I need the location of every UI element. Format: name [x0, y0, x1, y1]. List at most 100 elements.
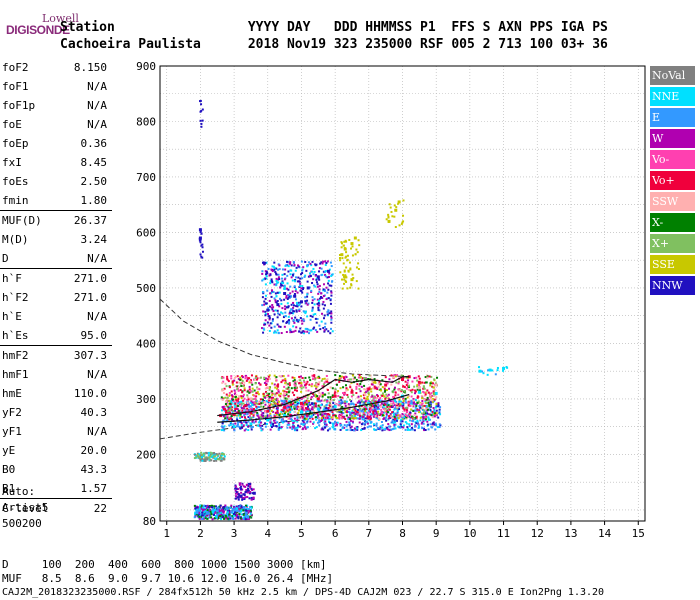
echo-pixel — [289, 262, 292, 265]
echo-pixel — [254, 420, 257, 423]
echo-pixel — [317, 383, 320, 386]
data-point-vo — [401, 378, 404, 382]
echo-pixel — [395, 419, 398, 422]
echo-pixel — [264, 313, 267, 316]
echo-pixel — [288, 320, 291, 323]
echo-pixel — [227, 380, 230, 383]
echo-pixel — [339, 422, 342, 425]
echo-pixel — [231, 510, 234, 513]
echo-pixel — [273, 267, 276, 270]
echo-pixel — [374, 413, 377, 416]
echo-pixel — [290, 402, 293, 405]
echo-pixel — [343, 424, 346, 427]
echo-pixel — [282, 375, 285, 378]
data-point-sse — [343, 275, 347, 279]
echo-pixel — [369, 374, 372, 377]
echo-pixel — [313, 298, 316, 301]
echo-pixel — [348, 424, 351, 427]
echo-pixel — [328, 272, 331, 275]
echo-pixel — [345, 389, 348, 392]
param-row: yE 20.0 — [0, 441, 115, 460]
echo-pixel — [232, 410, 235, 413]
echo-pixel — [222, 408, 225, 411]
echo-pixel — [224, 396, 227, 399]
echo-pixel — [394, 417, 397, 420]
echo-pixel — [240, 423, 243, 426]
echo-pixel — [262, 392, 265, 395]
echo-pixel — [398, 405, 401, 408]
param-value: 22 — [93, 502, 107, 515]
data-point-nnw — [316, 275, 320, 279]
echo-pixel — [400, 425, 403, 428]
echo-pixel — [375, 424, 378, 427]
echo-pixel — [314, 395, 317, 398]
echo-pixel — [296, 401, 299, 404]
echo-pixel — [293, 404, 296, 407]
echo-pixel — [422, 422, 425, 425]
echo-pixel — [215, 516, 218, 519]
echo-pixel — [420, 422, 423, 425]
echo-pixel — [350, 283, 353, 286]
echo-pixel — [332, 405, 335, 408]
echo-pixel — [369, 417, 372, 420]
echo-pixel — [328, 404, 331, 407]
y-tick-label: 700 — [136, 171, 156, 184]
echo-pixel — [437, 403, 440, 406]
echo-pixel — [234, 487, 237, 490]
echo-pixel — [194, 511, 197, 514]
echo-pixel — [249, 482, 252, 485]
param-row: fxI 8.45 — [0, 153, 115, 172]
echo-pixel — [303, 419, 306, 422]
echo-pixel — [410, 391, 413, 394]
echo-pixel — [276, 408, 279, 411]
echo-pixel — [298, 406, 301, 409]
echo-pixel — [273, 374, 276, 377]
echo-pixel — [395, 400, 398, 403]
echo-pixel — [204, 507, 207, 510]
echo-pixel — [387, 393, 390, 396]
echo-pixel — [332, 422, 335, 425]
echo-pixel — [265, 390, 268, 393]
echo-pixel — [241, 426, 244, 429]
echo-pixel — [323, 393, 326, 396]
echo-pixel — [204, 515, 207, 518]
echo-pixel — [258, 403, 261, 406]
echo-pixel — [337, 395, 340, 398]
echo-pixel — [345, 420, 348, 423]
echo-pixel — [213, 459, 216, 462]
echo-pixel — [380, 408, 383, 411]
echo-pixel — [221, 381, 224, 384]
echo-pixel — [370, 377, 373, 380]
echo-pixel — [343, 278, 346, 281]
echo-pixel — [263, 328, 266, 331]
echo-pixel — [223, 510, 226, 513]
echo-pixel — [377, 385, 380, 388]
echo-pixel — [269, 273, 272, 276]
echo-pixel — [239, 400, 242, 403]
echo-pixel — [310, 408, 313, 411]
echo-pixel — [270, 292, 273, 295]
data-point-nnw — [283, 292, 287, 295]
true-height-profile — [217, 393, 410, 423]
data-point-nne — [316, 407, 320, 411]
echo-pixel — [241, 517, 244, 520]
echo-pixel — [246, 489, 249, 492]
echo-pixel — [239, 388, 242, 391]
echo-pixel — [203, 504, 206, 507]
echo-pixel — [217, 507, 220, 510]
data-point-nne — [367, 401, 371, 405]
echo-pixel — [294, 298, 297, 301]
echo-pixel — [323, 418, 326, 421]
echo-pixel — [235, 405, 238, 408]
echo-pixel — [228, 405, 231, 408]
echo-pixel — [429, 408, 432, 411]
param-row: h`E N/A — [0, 307, 115, 326]
echo-pixel — [353, 376, 356, 379]
echo-pixel — [341, 417, 344, 420]
echo-pixel — [339, 428, 342, 431]
echo-pixel — [198, 453, 201, 456]
data-point-sse — [353, 236, 357, 240]
echo-pixel — [275, 279, 278, 282]
echo-pixel — [315, 412, 318, 415]
echo-pixel — [279, 395, 282, 398]
